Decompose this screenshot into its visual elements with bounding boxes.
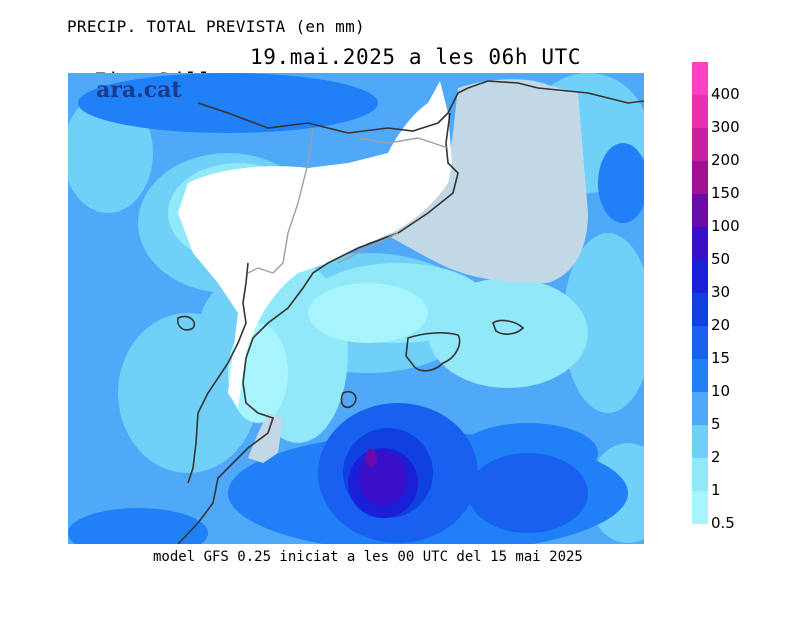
legend-label: 5: [711, 415, 721, 433]
legend-label: 300: [711, 118, 740, 136]
legend-swatch: [692, 392, 708, 425]
legend-swatch: [692, 227, 708, 260]
legend-swatch: [692, 326, 708, 359]
legend-swatch: [692, 293, 708, 326]
legend-label: 400: [711, 85, 740, 103]
coastlines: [176, 80, 644, 544]
legend-swatch: [692, 161, 708, 194]
precipitation-map: ara.cat: [68, 73, 644, 544]
legend-swatch: [692, 359, 708, 392]
legend-label: 200: [711, 151, 740, 169]
legend-label: 0.5: [711, 514, 735, 532]
no-precip-coastal-strip: [248, 413, 283, 463]
precip-legend: [692, 62, 708, 524]
legend-label: 15: [711, 349, 731, 367]
legend-swatch: [692, 95, 708, 128]
legend-label: 10: [711, 382, 731, 400]
legend-label: 20: [711, 316, 731, 334]
no-precip-sea-area: [358, 79, 588, 283]
legend-label: 100: [711, 217, 740, 235]
map-canvas: [68, 73, 644, 544]
legend-label: 50: [711, 250, 731, 268]
legend-label: 2: [711, 448, 721, 466]
legend-swatch: [692, 458, 708, 491]
legend-swatch: [692, 491, 708, 524]
legend-swatch: [692, 194, 708, 227]
precip-100mm-areas: [365, 449, 377, 467]
dry-land-area: [178, 81, 452, 408]
legend-label: 1: [711, 481, 721, 499]
model-run-info: model GFS 0.25 iniciat a les 00 UTC del …: [153, 549, 583, 565]
forecast-date: 19.mai.2025 a les 06h UTC: [250, 45, 582, 69]
legend-swatch: [692, 128, 708, 161]
regional-borders: [247, 127, 449, 274]
ara-cat-logo: ara.cat: [96, 77, 182, 103]
legend-swatch: [692, 425, 708, 458]
legend-label: 30: [711, 283, 731, 301]
legend-swatch: [692, 62, 708, 95]
legend-swatch: [692, 260, 708, 293]
map-title: PRECIP. TOTAL PREVISTA (en mm): [67, 17, 365, 36]
legend-label: 150: [711, 184, 740, 202]
